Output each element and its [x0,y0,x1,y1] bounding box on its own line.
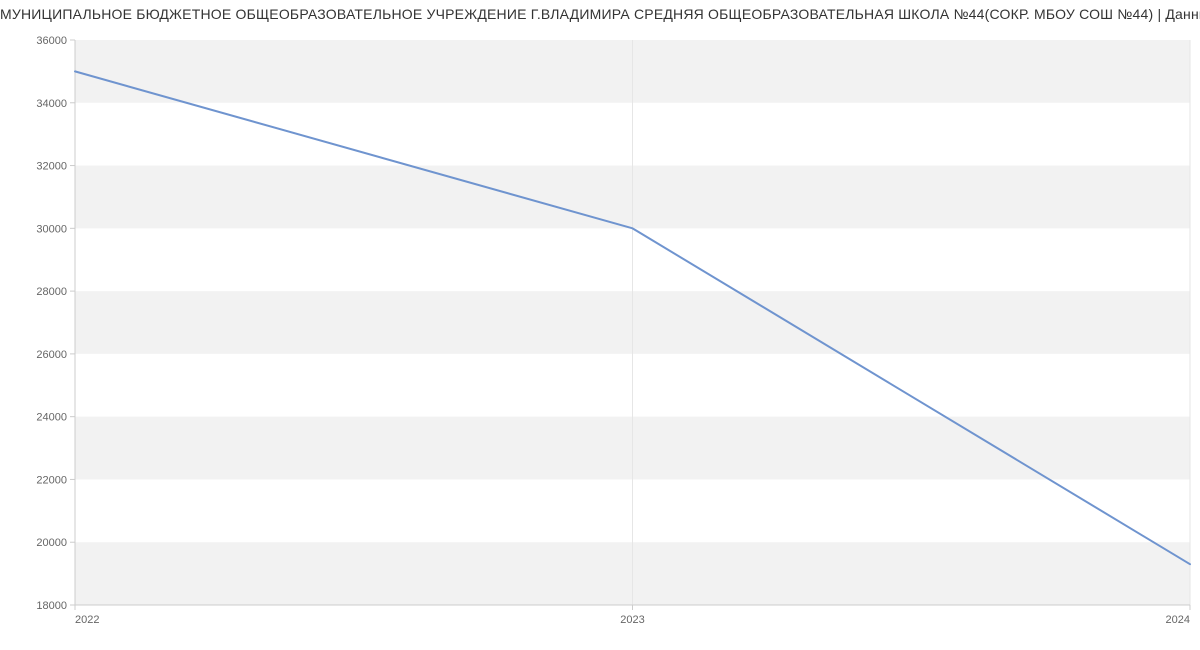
svg-text:18000: 18000 [36,600,67,612]
svg-text:34000: 34000 [36,98,67,110]
svg-text:26000: 26000 [36,349,67,361]
svg-text:2022: 2022 [75,614,99,626]
svg-text:28000: 28000 [36,286,67,298]
svg-text:20000: 20000 [36,537,67,549]
line-chart: 18000 20000 22000 24000 26000 28000 30000 32000… [0,0,1200,650]
svg-text:32000: 32000 [36,161,67,173]
svg-text:2024: 2024 [1166,614,1190,626]
svg-text:36000: 36000 [36,35,67,47]
svg-text:30000: 30000 [36,223,67,235]
svg-text:22000: 22000 [36,474,67,486]
svg-text:2023: 2023 [620,614,644,626]
svg-text:24000: 24000 [36,412,67,424]
